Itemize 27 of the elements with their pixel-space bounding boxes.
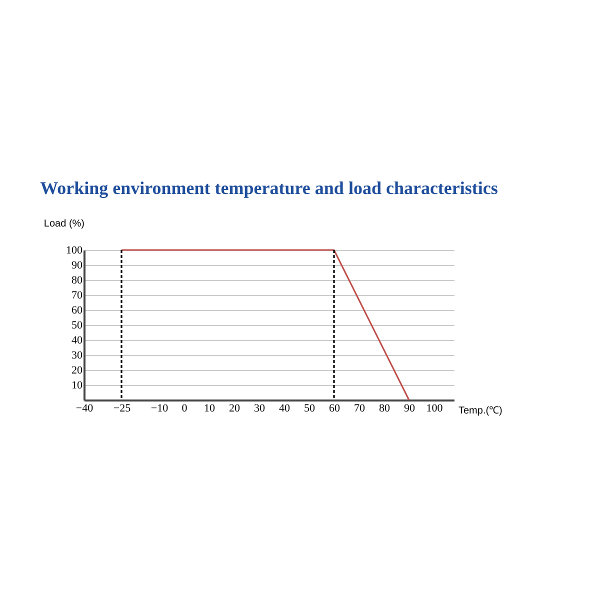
chart-title: Working environment temperature and load characteristics: [40, 178, 498, 198]
x-tick-label: 10: [204, 402, 216, 414]
x-tick-label: −10: [150, 402, 169, 414]
x-tick-label: 80: [379, 402, 390, 414]
x-tick-label: 70: [354, 402, 366, 414]
x-tick-label: 0: [182, 402, 188, 414]
y-axis-title: Load (%): [44, 218, 84, 230]
x-tick-label: 60: [329, 402, 340, 414]
x-tick-label: 50: [304, 402, 316, 414]
y-tick-label: 20: [72, 364, 83, 376]
y-tick-label: 70: [72, 290, 83, 302]
y-tick-label: 30: [72, 350, 83, 362]
y-tick-label: 10: [72, 380, 83, 392]
x-tick-label: 20: [229, 402, 240, 414]
x-tick-label: 30: [254, 402, 266, 414]
x-tick-label: 100: [426, 402, 444, 414]
y-tick-label: 50: [72, 320, 83, 332]
x-tick-label: −40: [76, 402, 94, 414]
y-tick-label: 80: [72, 274, 83, 286]
x-tick-label: −25: [113, 402, 132, 414]
x-tick-label: 90: [404, 402, 416, 414]
y-tick-label: 60: [72, 304, 83, 316]
x-tick-label: 40: [279, 402, 290, 414]
x-axis-title: Temp.(℃): [458, 406, 502, 416]
y-tick-label: 100: [66, 244, 83, 256]
y-tick-label: 40: [72, 334, 83, 346]
y-tick-label: 90: [72, 260, 83, 272]
